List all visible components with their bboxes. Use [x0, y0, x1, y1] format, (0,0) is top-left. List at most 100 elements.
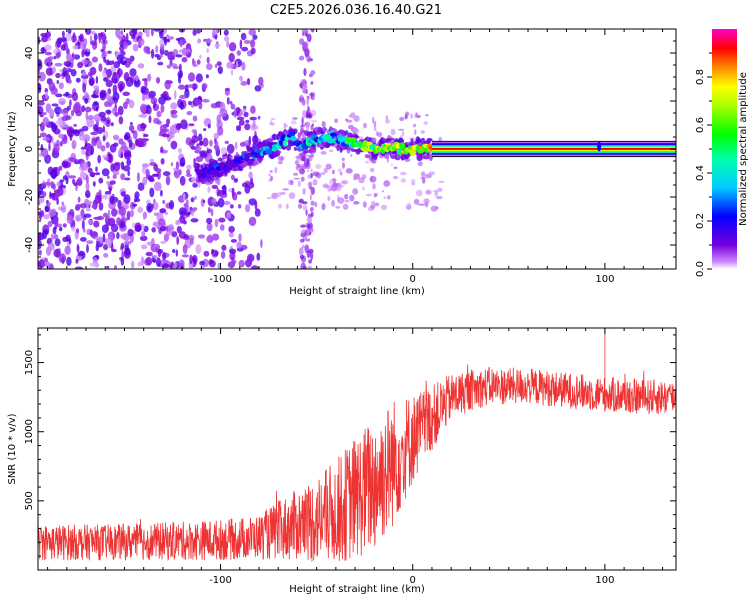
colorbar: 0.0 0.2 0.4 0.6 0.8 Normalized spectral ampl…	[695, 29, 749, 277]
noise-blob	[404, 111, 410, 117]
noise-blob	[123, 151, 132, 160]
noise-blob	[353, 201, 360, 205]
noise-blob	[110, 223, 119, 233]
noise-blob	[195, 99, 202, 104]
noise-blob	[220, 147, 227, 155]
noise-blob	[277, 155, 285, 162]
noise-blob	[191, 83, 198, 90]
noise-blob	[40, 148, 49, 158]
noise-blob	[249, 116, 257, 121]
noise-blob	[48, 142, 51, 152]
snr-panel: -100 0 100 500 1000 1500 Height of straight l…	[7, 327, 677, 595]
noise-blob	[196, 59, 201, 65]
ridge-halo	[293, 146, 297, 151]
noise-blob	[65, 42, 69, 52]
noise-blob	[320, 151, 327, 155]
noise-blob	[151, 29, 154, 37]
noise-blob	[300, 232, 306, 238]
noise-blob	[162, 134, 170, 138]
noise-blob	[421, 177, 426, 184]
noise-blob	[341, 185, 344, 188]
noise-blob	[308, 156, 313, 162]
noise-blob	[56, 51, 61, 58]
noise-blob	[44, 261, 51, 268]
noise-blob	[66, 52, 72, 62]
noise-blob	[181, 254, 189, 258]
noise-blob	[66, 256, 72, 266]
noise-blob	[101, 224, 109, 233]
noise-blob	[182, 244, 188, 255]
noise-blob	[414, 129, 417, 136]
snr-xlabel: Height of straight line (km)	[289, 584, 425, 595]
noise-blob	[421, 171, 426, 178]
noise-blob	[95, 166, 98, 172]
noise-blob	[331, 185, 338, 192]
noise-blob	[62, 223, 67, 228]
noise-blob	[186, 169, 191, 176]
ridge-halo	[429, 138, 433, 142]
noise-blob	[58, 98, 66, 105]
noise-blob	[220, 224, 225, 231]
noise-blob	[113, 61, 121, 69]
noise-blob	[126, 158, 132, 166]
noise-blob	[374, 202, 380, 207]
noise-blob	[105, 93, 111, 101]
noise-blob	[256, 252, 261, 261]
ridge-halo	[229, 155, 233, 160]
noise-blob	[61, 160, 68, 168]
noise-blob	[155, 257, 161, 267]
noise-blob	[71, 226, 76, 232]
noise-blob	[161, 263, 170, 269]
noise-blob	[47, 220, 53, 227]
noise-blob	[365, 160, 370, 164]
ridge-band	[431, 148, 676, 150]
ridge-blob	[401, 144, 406, 149]
noise-blob	[404, 116, 407, 119]
y-tick-label: -20	[24, 189, 35, 205]
noise-blob	[224, 140, 229, 144]
noise-blob	[68, 157, 77, 162]
noise-blob	[112, 84, 118, 95]
noise-blob	[38, 58, 42, 66]
noise-blob	[312, 179, 318, 186]
noise-blob	[237, 204, 242, 209]
noise-blob	[236, 116, 245, 121]
noise-blob	[147, 73, 152, 82]
noise-blob	[185, 199, 189, 206]
noise-blob	[114, 112, 119, 117]
noise-blob	[228, 42, 237, 52]
noise-blob	[55, 249, 60, 257]
noise-blob	[121, 146, 129, 150]
noise-blob	[51, 103, 59, 107]
noise-blob	[351, 127, 358, 133]
noise-blob	[145, 256, 153, 266]
noise-blob	[154, 53, 160, 58]
noise-blob	[177, 148, 182, 154]
noise-blob	[305, 209, 308, 216]
noise-blob	[366, 193, 372, 197]
noise-blob	[71, 139, 77, 150]
noise-blob	[160, 158, 165, 165]
noise-blob	[120, 217, 128, 223]
ridge-blob	[409, 149, 417, 156]
noise-blob	[178, 259, 185, 268]
noise-blob	[94, 172, 101, 176]
ridge-blob	[265, 148, 273, 155]
noise-blob	[226, 143, 235, 154]
noise-blob	[305, 110, 310, 119]
noise-blob	[232, 192, 238, 201]
noise-blob	[112, 96, 116, 101]
noise-blob	[115, 29, 121, 38]
noise-blob	[306, 182, 313, 187]
snr-frame	[37, 327, 677, 571]
ridge-halo	[308, 149, 314, 154]
noise-blob	[229, 248, 237, 254]
noise-blob	[175, 219, 181, 226]
noise-blob	[56, 181, 61, 187]
noise-blob	[310, 206, 314, 212]
noise-blob	[206, 56, 210, 64]
noise-blob	[42, 137, 51, 141]
noise-blob	[311, 123, 314, 127]
noise-blob	[82, 82, 87, 93]
noise-blob	[229, 204, 234, 209]
